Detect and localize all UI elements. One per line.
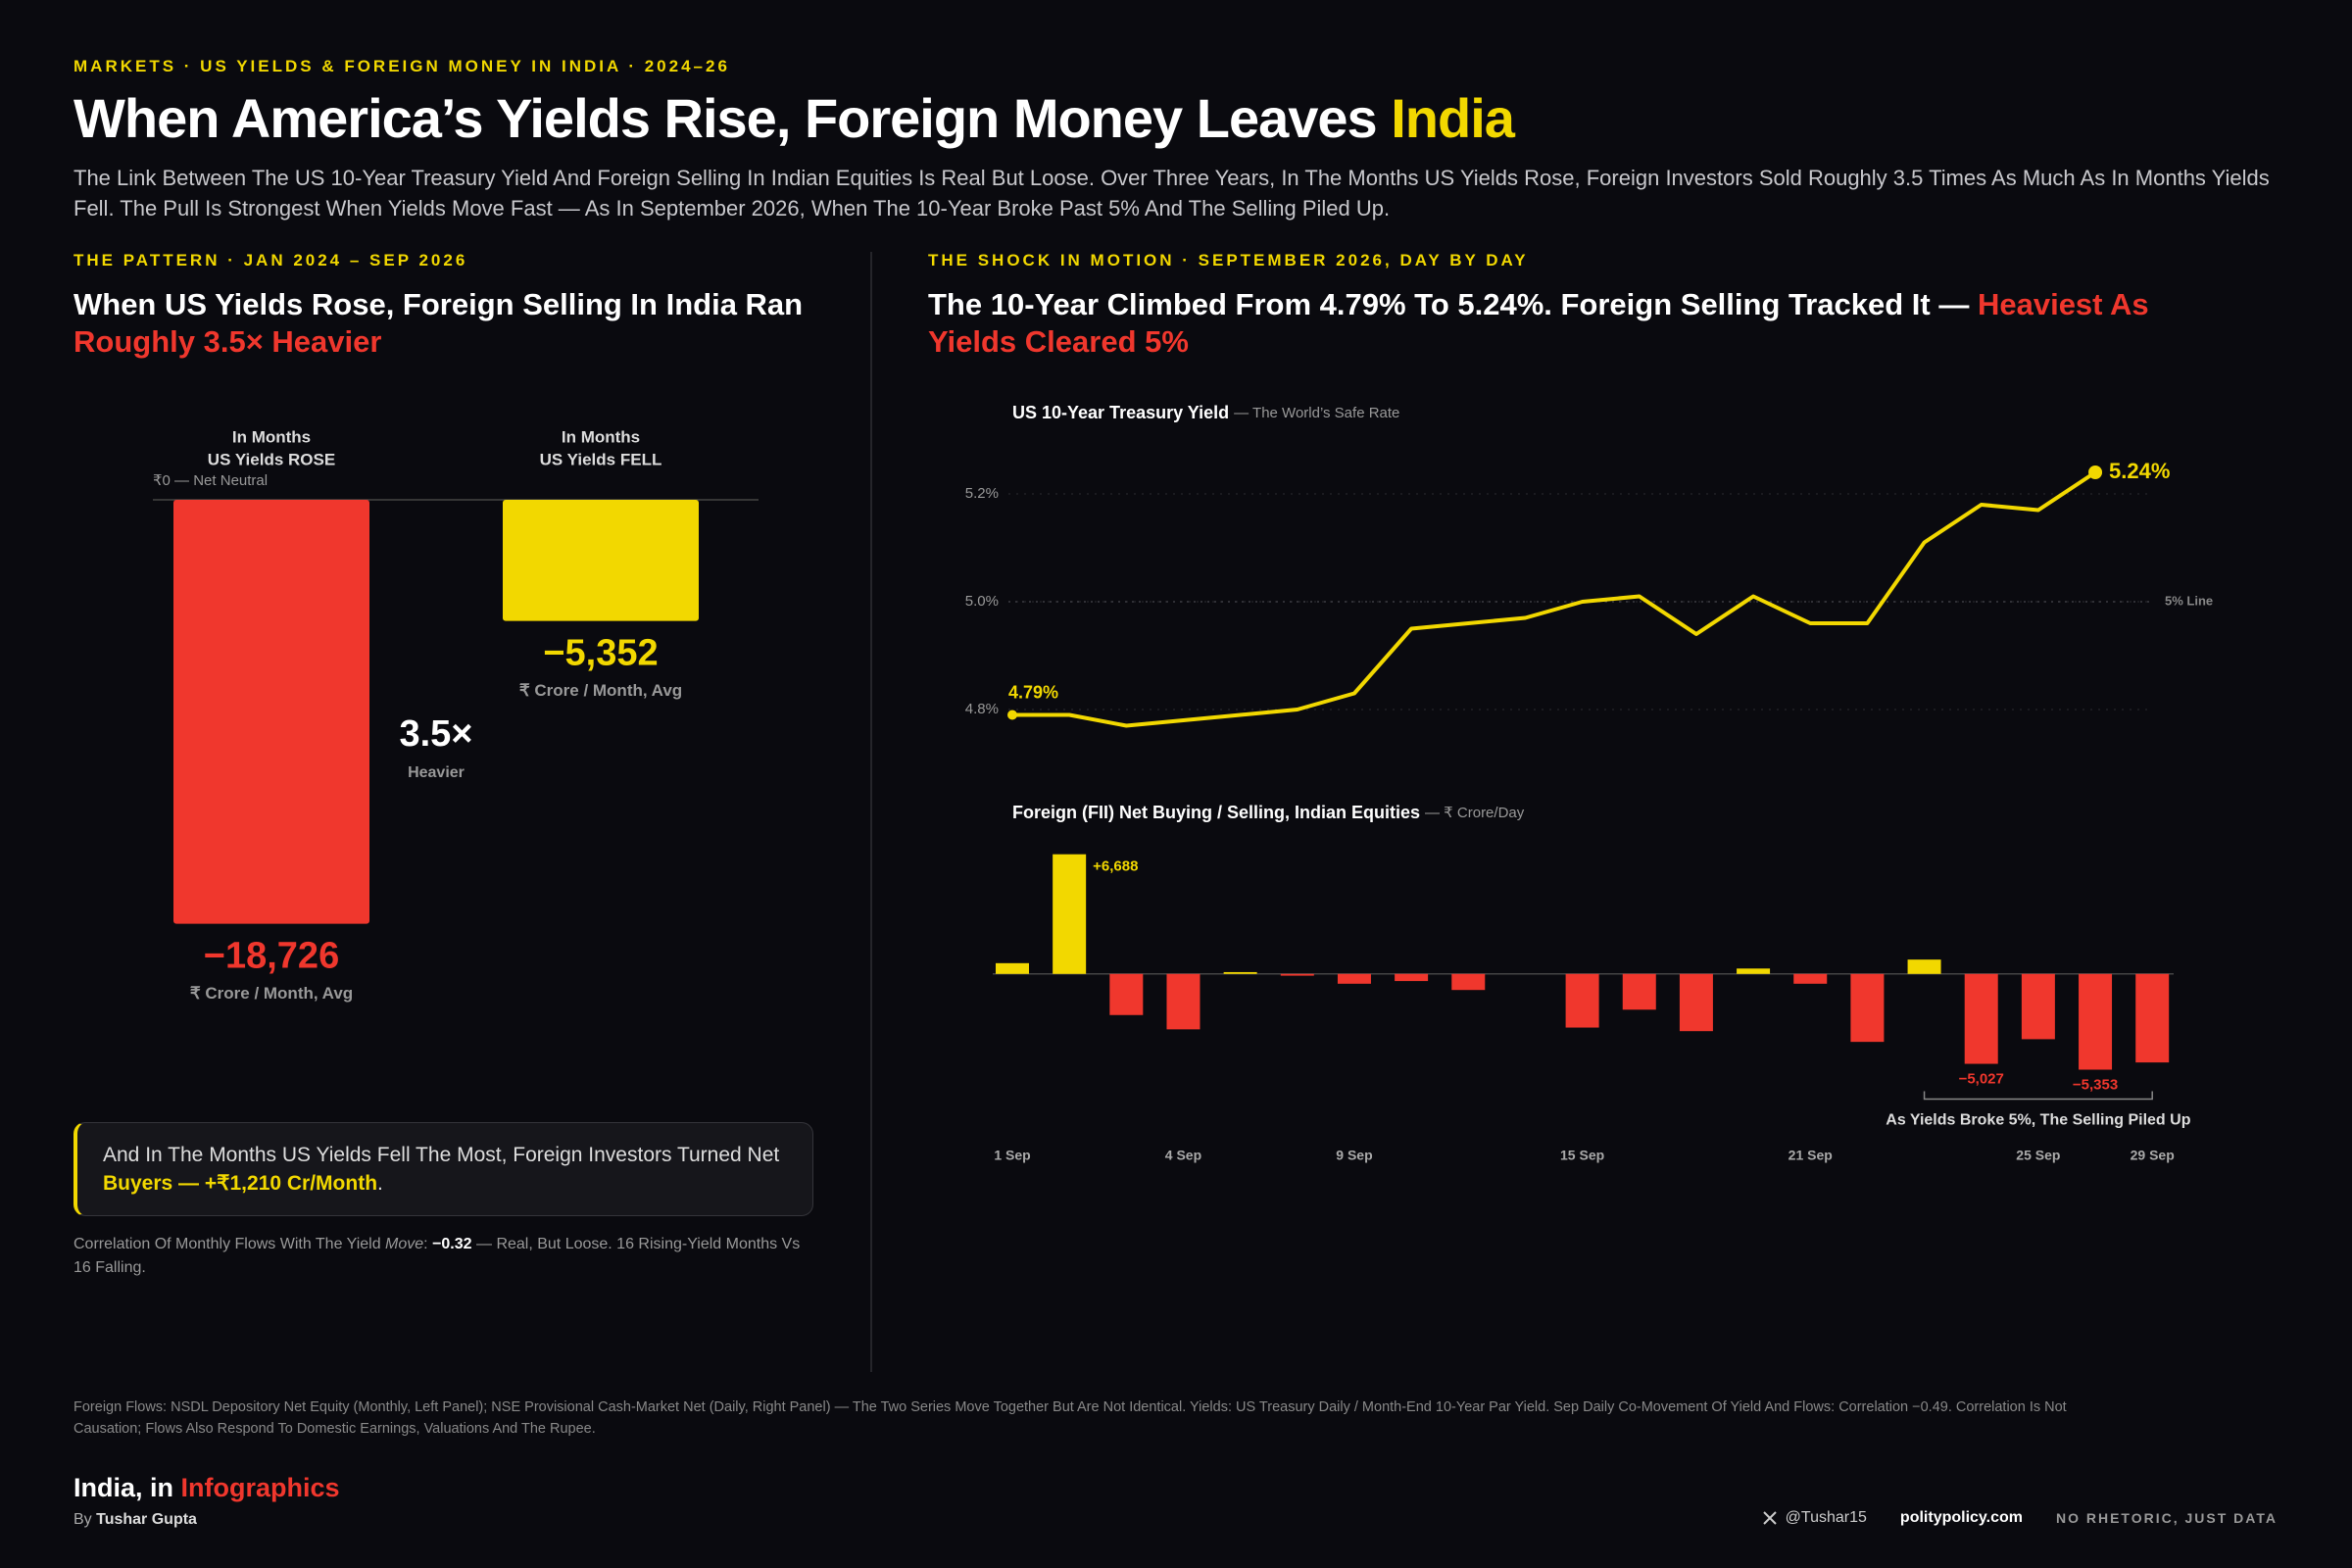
x-tick-label: 9 Sep — [1336, 1148, 1372, 1163]
bar — [1223, 971, 1257, 974]
right-kicker: THE SHOCK IN MOTION · SEPTEMBER 2026, DA… — [928, 251, 1529, 270]
title-highlight: India — [1391, 87, 1515, 149]
bar — [1280, 973, 1314, 976]
headline-text: The 10-Year Climbed From 4.79% To 5.24%.… — [928, 287, 1978, 321]
brand: India, in Infographics — [74, 1473, 340, 1503]
bar — [2079, 973, 2113, 1070]
value-unit: ₹ Crore / Month, Avg — [190, 984, 353, 1003]
bar — [1565, 973, 1599, 1028]
headline-highlight: Heaviest As Yields Cleared 5% — [928, 287, 2149, 359]
tagline: NO RHETORIC, JUST DATA — [2055, 1510, 2278, 1526]
value-label: −5,352 — [543, 633, 658, 674]
value-label: −5,027 — [1959, 1071, 2004, 1088]
value-label: −5,353 — [2073, 1076, 2118, 1093]
bar — [1737, 968, 1771, 974]
callout-highlight: Buyers — +₹1,210 Cr/Month — [103, 1172, 378, 1195]
left-headline: When US Yields Rose, Foreign Selling In … — [74, 286, 818, 361]
x-tick-label: 4 Sep — [1165, 1148, 1201, 1163]
x-icon — [1762, 1511, 1777, 1525]
headline-highlight: Roughly 3.5× Heavier — [74, 324, 382, 359]
note-bold: −0.32 — [432, 1236, 472, 1252]
title-text: When America’s Yields Rise, Foreign Mone… — [74, 87, 1392, 149]
chart-subtitle: — ₹ Crore/Day — [1425, 805, 1525, 821]
byline-name: Tushar Gupta — [96, 1511, 197, 1528]
handle: @Tushar15 — [1762, 1509, 1867, 1527]
bar — [1109, 973, 1144, 1015]
bar — [1964, 973, 1998, 1064]
category-label: US Yields FELL — [540, 450, 662, 468]
baseline-label: ₹0 — Net Neutral — [153, 472, 268, 489]
footer-right: @Tushar15 politypolicy.com NO RHETORIC, … — [1762, 1509, 2278, 1527]
brand-highlight: Infographics — [180, 1473, 340, 1502]
chart-title-text: Foreign (FII) Net Buying / Selling, Indi… — [1012, 803, 1420, 822]
x-tick-label: 25 Sep — [2016, 1148, 2060, 1163]
ratio-label: 3.5× — [399, 713, 472, 755]
left-kicker: THE PATTERN · JAN 2024 – SEP 2026 — [74, 251, 468, 270]
bar — [1679, 973, 1713, 1032]
chart-subtitle: — The World’s Safe Rate — [1234, 405, 1399, 421]
bar — [1395, 973, 1429, 982]
bar — [1451, 973, 1486, 991]
x-tick-label: 21 Sep — [1788, 1148, 1833, 1163]
x-tick-label: 15 Sep — [1560, 1148, 1604, 1163]
chart-title-text: US 10-Year Treasury Yield — [1012, 403, 1229, 422]
y-tick-label: 5.0% — [965, 593, 999, 610]
source-note: Foreign Flows: NSDL Depository Net Equit… — [74, 1399, 2067, 1437]
byline-text: By — [74, 1511, 97, 1528]
ratio-caption: Heavier — [408, 764, 465, 781]
chart-title: Foreign (FII) Net Buying / Selling, Indi… — [1012, 803, 1525, 822]
value-label: +6,688 — [1093, 858, 1138, 875]
site: politypolicy.com — [1899, 1509, 2023, 1526]
x-tick-label: 1 Sep — [994, 1148, 1030, 1163]
point-label: 5.24% — [2109, 459, 2170, 483]
note-text: — Real, But Loose. 16 Rising-Yield Month… — [74, 1236, 801, 1276]
bar — [2021, 973, 2055, 1040]
callout-text: And In The Months US Yields Fell The Mos… — [103, 1144, 780, 1166]
category-label: US Yields ROSE — [208, 450, 335, 468]
callout-end: . — [377, 1172, 383, 1195]
bar — [503, 500, 699, 621]
headline-text: When US Yields Rose, Foreign Selling In … — [74, 287, 804, 321]
chart-title: US 10-Year Treasury Yield — The World’s S… — [1012, 403, 1399, 422]
y-tick-label: 4.8% — [965, 701, 999, 717]
annotation-bracket — [1923, 1091, 2153, 1101]
yield-line — [1012, 470, 2097, 728]
category-label: In Months — [562, 427, 640, 446]
point-label: 4.79% — [1008, 682, 1058, 702]
handle-text: @Tushar15 — [1785, 1509, 1867, 1526]
bar — [1337, 973, 1371, 984]
note-text: : — [423, 1236, 433, 1252]
brand-text: India, in — [74, 1473, 181, 1502]
bar — [1622, 973, 1656, 1010]
value-label: −18,726 — [204, 936, 339, 977]
bar — [996, 962, 1029, 974]
annotation: As Yields Broke 5%, The Selling Piled Up — [1886, 1112, 2190, 1129]
point — [2088, 466, 2103, 479]
callout: And In The Months US Yields Fell The Mos… — [74, 1122, 813, 1216]
reference-label: 5% Line — [2165, 593, 2213, 608]
bar — [173, 500, 369, 924]
note: Correlation Of Monthly Flows With The Yi… — [74, 1233, 818, 1280]
bar — [1166, 973, 1200, 1030]
x-tick-label: 29 Sep — [2131, 1148, 2175, 1163]
note-text: Correlation Of Monthly Flows With The Yi… — [74, 1236, 386, 1252]
y-tick-label: 5.2% — [965, 485, 999, 502]
title: When America’s Yields Rise, Foreign Mone… — [74, 86, 1515, 150]
kicker: MARKETS · US YIELDS & FOREIGN MONEY IN I… — [74, 57, 730, 75]
value-unit: ₹ Crore / Month, Avg — [519, 681, 682, 700]
note-italic: Move — [385, 1236, 424, 1252]
x-glyph — [1762, 1511, 1777, 1525]
bar — [1053, 854, 1087, 974]
bar — [1850, 973, 1885, 1043]
bar — [1793, 973, 1828, 984]
category-label: In Months — [232, 427, 311, 446]
bar — [2135, 973, 2170, 1063]
subtitle: The Link Between The US 10-Year Treasury… — [74, 166, 2270, 220]
point — [1007, 710, 1017, 720]
right-headline: The 10-Year Climbed From 4.79% To 5.24%.… — [928, 286, 2231, 361]
bar — [1907, 959, 1941, 974]
byline: By Tushar Gupta — [74, 1511, 197, 1529]
